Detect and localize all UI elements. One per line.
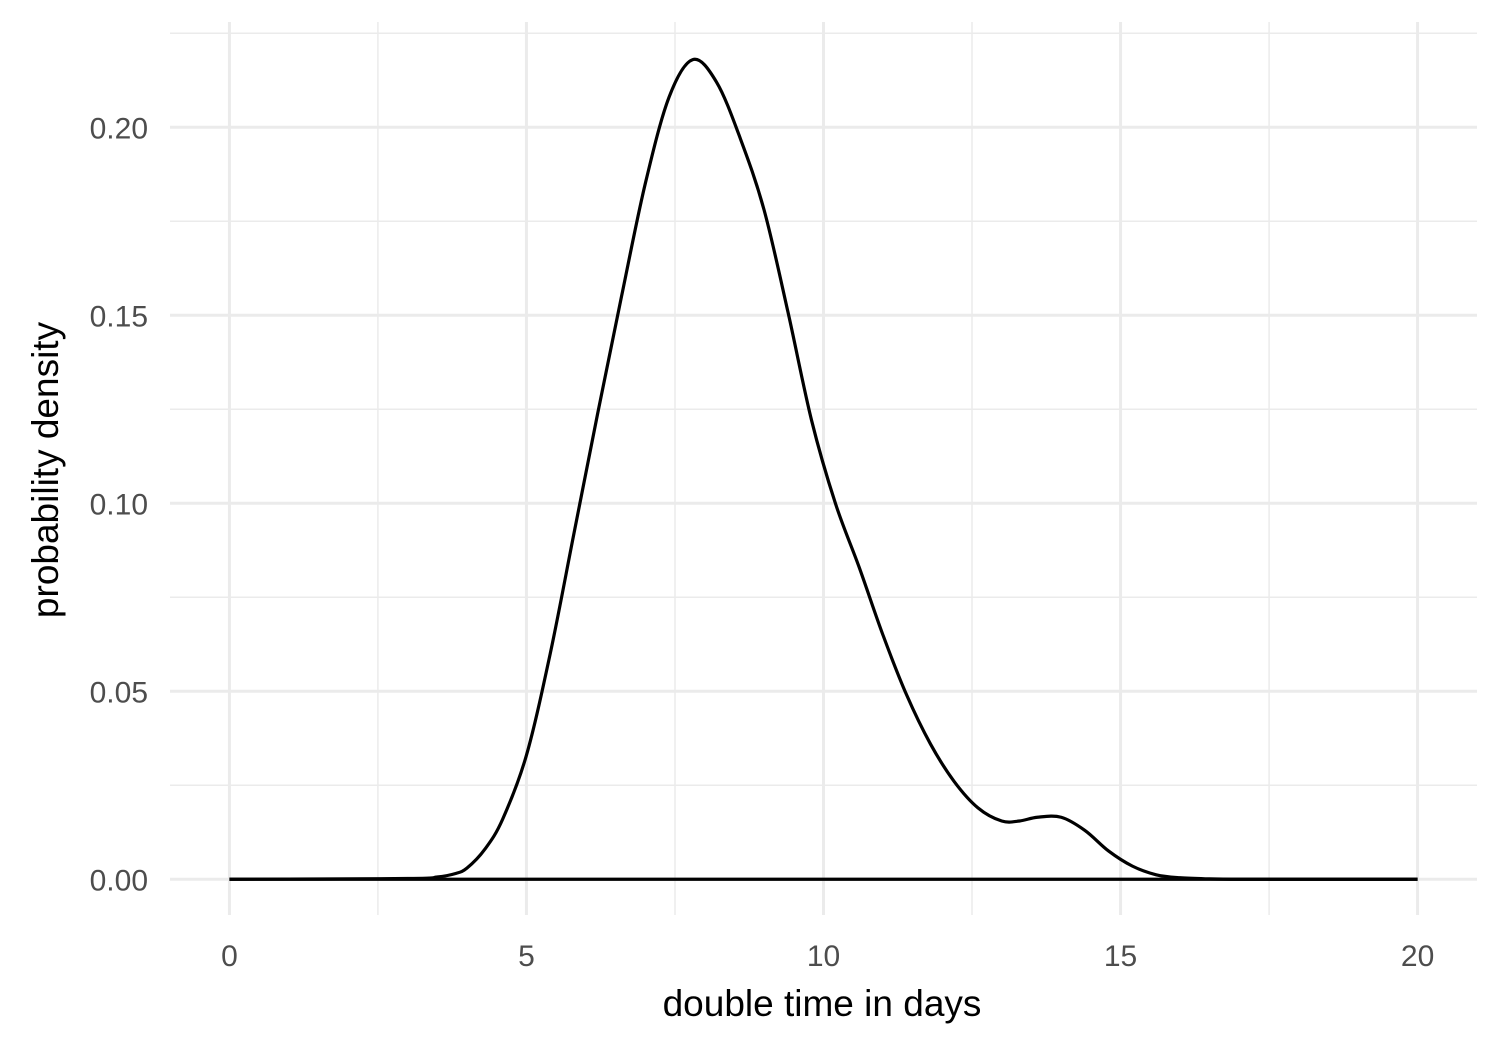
x-tick-label-3: 15 [1104,940,1137,973]
major-gridlines [170,22,1477,915]
y-tick-label-3: 0.15 [90,300,148,333]
x-tick-label-2: 10 [807,940,840,973]
y-tick-label-2: 0.10 [90,488,148,521]
y-tick-label-1: 0.05 [90,676,148,709]
y-tick-label-4: 0.20 [90,112,148,145]
x-tick-label-1: 5 [518,940,535,973]
x-tick-label-0: 0 [221,940,238,973]
y-axis-title: probability density [25,321,66,618]
x-axis-title: double time in days [663,983,982,1024]
y-tick-labels: 0.00 0.05 0.10 0.15 0.20 [90,112,148,897]
y-tick-label-0: 0.00 [90,864,148,897]
x-tick-labels: 0 5 10 15 20 [221,940,1434,973]
x-tick-label-4: 20 [1401,940,1434,973]
data-series [229,57,1418,881]
density-curve [229,57,1418,881]
